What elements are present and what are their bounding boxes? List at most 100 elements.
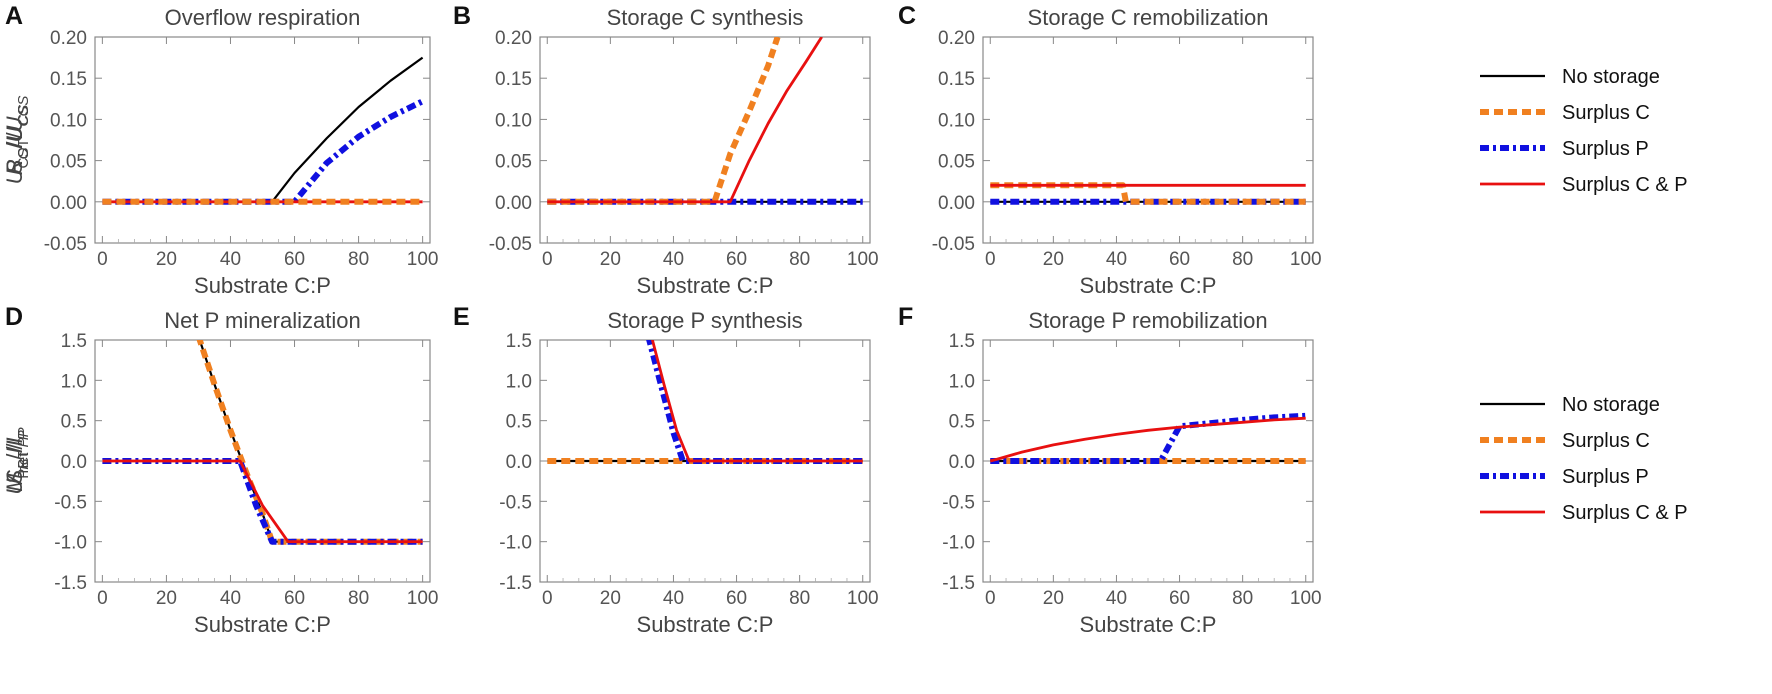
y-tick-label: 0.00	[938, 193, 975, 214]
x-tick-label: 100	[407, 249, 439, 270]
series-line-surplus-p	[990, 412, 1306, 464]
x-tick-label: 0	[542, 249, 553, 270]
y-tick-label: 0.10	[938, 110, 975, 131]
y-tick-label: 1.5	[506, 331, 532, 352]
x-tick-label: 80	[1232, 249, 1253, 270]
panel-letter: C	[898, 2, 916, 30]
series-group	[989, 412, 1306, 464]
series-group	[547, 340, 863, 464]
x-tick-label: 80	[348, 249, 369, 270]
series-line-surplus-c	[196, 340, 423, 545]
y-tick-label: -0.05	[44, 234, 87, 255]
x-tick-label: 60	[284, 249, 305, 270]
y-tick-label: 0.05	[938, 152, 975, 173]
x-tick-label: 0	[97, 588, 108, 609]
series-line-surplus-c-p	[650, 340, 863, 463]
x-tick-label: 100	[407, 588, 439, 609]
y-tick-label: -1.5	[54, 573, 87, 594]
y-tick-label: 1.0	[949, 371, 975, 392]
y-tick-label: 0.5	[949, 412, 975, 433]
y-tick-label: 0.10	[50, 110, 87, 131]
x-tick-label: 60	[1169, 588, 1190, 609]
legend-label: Surplus P	[1562, 466, 1649, 488]
series-group	[102, 56, 424, 205]
x-axis-label: Substrate C:P	[194, 273, 331, 298]
series-group	[102, 340, 423, 545]
x-tick-label: 0	[985, 249, 996, 270]
y-axis-label: SP/IP	[2, 438, 32, 485]
y-tick-label: -1.0	[942, 533, 975, 554]
panel-letter: E	[453, 303, 470, 331]
y-tick-label: 0.00	[50, 193, 87, 214]
x-tick-label: 20	[156, 588, 177, 609]
x-tick-label: 0	[985, 588, 996, 609]
y-tick-label: 0.5	[61, 412, 87, 433]
legend-label: Surplus P	[1562, 138, 1649, 160]
x-tick-label: 20	[156, 249, 177, 270]
x-tick-label: 20	[1043, 249, 1064, 270]
x-tick-label: 40	[663, 588, 684, 609]
series-line-surplus-c	[990, 182, 1306, 205]
legend-label: Surplus C & P	[1562, 502, 1688, 524]
panel-title: Storage C synthesis	[607, 5, 804, 30]
panel-title: Net P mineralization	[164, 308, 360, 333]
x-tick-label: 40	[1106, 249, 1127, 270]
x-tick-label: 100	[847, 588, 879, 609]
plot-frame	[539, 36, 871, 244]
y-tick-label: 0.05	[495, 152, 532, 173]
x-axis-label: Substrate C:P	[637, 273, 774, 298]
x-axis-label: Substrate C:P	[1080, 273, 1217, 298]
x-tick-label: 100	[847, 249, 879, 270]
x-tick-label: 20	[1043, 588, 1064, 609]
panel-c: C Storage C remobilization 0 20 40 60 80 100 -0.…	[2, 2, 1322, 298]
x-tick-label: 40	[1106, 588, 1127, 609]
panel-letter: A	[5, 2, 23, 30]
series-line-surplus-c	[547, 37, 781, 205]
x-tick-label: 60	[726, 588, 747, 609]
y-axis-label: SC/UCS	[2, 106, 32, 174]
x-tick-label: 100	[1290, 588, 1322, 609]
series-line-surplus-p	[102, 458, 423, 545]
y-tick-label: 0.20	[50, 28, 87, 49]
y-tick-label: 0.10	[495, 110, 532, 131]
y-tick-label: -1.5	[942, 573, 975, 594]
series-line-surplus-c-p	[547, 37, 823, 204]
plot-frame	[982, 36, 1314, 244]
y-tick-label: -0.5	[499, 492, 532, 513]
x-tick-label: 80	[1232, 588, 1253, 609]
x-tick-label: 40	[220, 249, 241, 270]
y-tick-label: -0.05	[932, 234, 975, 255]
y-tick-label: 1.5	[61, 331, 87, 352]
y-tick-label: 0.15	[938, 69, 975, 90]
x-tick-label: 80	[789, 588, 810, 609]
panel-b: B Storage C synthesis 0 20 40 60 80 100 -0.05 0.0…	[2, 2, 879, 298]
panel-a: A Overflow respiration 0 20 40 60 80 100 -0.05 0.…	[2, 2, 438, 298]
y-tick-label: -0.5	[942, 492, 975, 513]
panel-f: F Storage P remobilization 0 20 40 60 80 100 -1.…	[2, 303, 1322, 637]
x-tick-label: 0	[542, 588, 553, 609]
y-axis-label: RO/UCS	[2, 105, 32, 175]
y-tick-label: -1.0	[54, 533, 87, 554]
x-tick-label: 80	[789, 249, 810, 270]
x-tick-label: 20	[600, 588, 621, 609]
legend-label: Surplus C	[1562, 102, 1650, 124]
x-tick-label: 100	[1290, 249, 1322, 270]
x-tick-label: 40	[220, 588, 241, 609]
x-axis-label: Substrate C:P	[637, 612, 774, 637]
y-tick-label: 0.15	[495, 69, 532, 90]
panel-e: E Storage P synthesis 0 20 40 60 80 100 -1.5 -1.0…	[2, 303, 879, 637]
y-tick-label: 1.0	[506, 371, 532, 392]
x-tick-label: 0	[97, 249, 108, 270]
panel-title: Storage P synthesis	[607, 308, 802, 333]
x-axis-label: Substrate C:P	[194, 612, 331, 637]
panel-letter: F	[898, 303, 913, 331]
y-tick-label: 0.20	[938, 28, 975, 49]
series-group	[547, 37, 863, 205]
series-line-surplus-c-p	[989, 416, 1306, 463]
series-line-surplus-p	[646, 340, 863, 464]
y-tick-label: 1.0	[61, 371, 87, 392]
plot-frame	[94, 36, 431, 244]
legend-label: No storage	[1562, 66, 1660, 88]
series-line-surplus-p	[102, 98, 424, 205]
